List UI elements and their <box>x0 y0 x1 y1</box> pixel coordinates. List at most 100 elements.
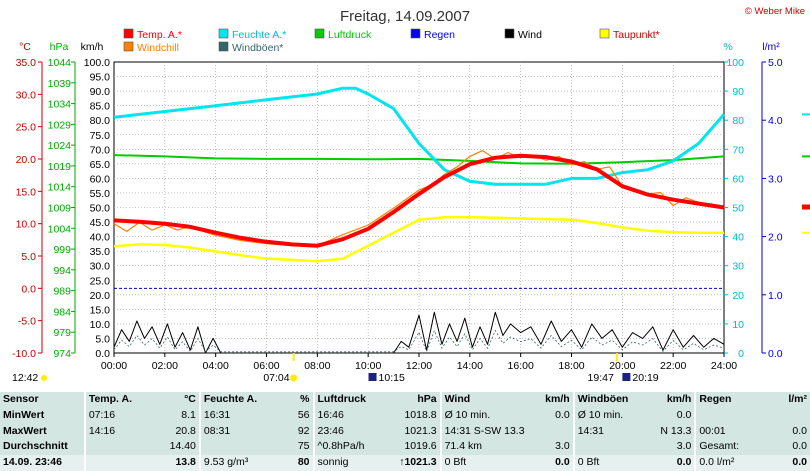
summary-cell: 08:31 <box>198 423 273 440</box>
wind-tick-label: 25.0 <box>90 275 111 287</box>
summary-cell: 0.0 <box>755 455 810 471</box>
legend-swatch-0 <box>123 28 134 39</box>
summary-cell: Temp. A. <box>83 392 151 408</box>
marker-dewpoint <box>802 231 810 234</box>
wind-tick-label: 0.0 <box>95 348 110 360</box>
summary-cell <box>83 439 151 456</box>
wind-tick-label: 55.0 <box>90 188 111 200</box>
summary-cell: 1018.8 <box>404 408 437 421</box>
summary-cell <box>694 407 756 424</box>
moonset-label: 10:15 <box>379 372 405 384</box>
rain-tick-label: 4.0 <box>768 115 783 127</box>
summary-cell: 3.0 <box>676 440 692 453</box>
rain-tick-label: 0.0 <box>768 348 783 360</box>
legend-swatch-2 <box>314 28 325 39</box>
wind-tick-label: 35.0 <box>90 246 111 258</box>
temp-tick-label: 10.0 <box>16 219 37 231</box>
marker-pressure <box>802 155 810 158</box>
summary-cell: 0.0 <box>792 424 807 437</box>
pressure-tick-label: 1004 <box>48 223 72 235</box>
summary-cell: 14.40 <box>169 440 196 453</box>
pressure-tick-label: 1024 <box>48 140 72 152</box>
credit-link[interactable]: © Weber Mike <box>745 6 805 17</box>
marker-temp <box>802 204 810 210</box>
summary-cell: 1021.3 <box>404 424 437 437</box>
legend-swatch-6 <box>123 41 134 52</box>
legend-label-0: Temp. A.* <box>137 29 182 41</box>
legend-swatch-5 <box>599 28 610 39</box>
summary-cell: Windböen <box>572 392 652 408</box>
time-tick-label: 20:00 <box>609 360 635 372</box>
humidity-tick-label: 50 <box>732 203 744 215</box>
chart-title: Freitag, 14.09.2007 <box>340 8 470 25</box>
summary-cell: Wind <box>439 392 535 408</box>
humidity-tick-label: 100 <box>726 57 744 69</box>
summary-cell: 20.8 <box>175 424 196 437</box>
moonrise-label: 20:19 <box>632 372 658 384</box>
time-tick-label: 14:00 <box>457 360 483 372</box>
summary-row: 14.09. 23:46 13.8 9.53 g/m³ 80 sonnig ↑1021.3… <box>0 455 810 471</box>
temp-tick-label: 30.0 <box>16 89 37 101</box>
summary-cell: Regen <box>694 392 756 408</box>
summary-cell: Feuchte A. <box>198 392 273 408</box>
summary-cell: N 13.3 <box>660 424 692 437</box>
summary-cell: 0 Bft <box>439 455 535 471</box>
rain-tick-label: 2.0 <box>768 232 783 244</box>
summary-row: Sensor Temp. A. °C Feuchte A.% Luftdruck hPa W… <box>0 392 810 408</box>
pressure-tick-label: 1009 <box>48 203 72 215</box>
unit-pressure: hPa <box>50 41 69 53</box>
summary-cell: 0.0 <box>555 408 570 421</box>
time-tick-label: 04:00 <box>203 360 229 372</box>
rain-tick-label: 5.0 <box>768 57 783 69</box>
time-tick-label: 22:00 <box>660 360 686 372</box>
humidity-tick-label: 80 <box>732 115 744 127</box>
pressure-tick-label: 994 <box>53 265 71 277</box>
legend-label-1: Feuchte A.* <box>232 29 286 41</box>
rain-tick-label: 3.0 <box>768 173 783 185</box>
summary-cell: Ø 10 min. <box>439 407 535 424</box>
unit-humidity: % <box>723 41 732 53</box>
weather-chart: Freitag, 14.09.2007 © Weber Mike Temp. A… <box>12 6 810 384</box>
rain-tick-label: 1.0 <box>768 290 783 302</box>
wind-tick-label: 60.0 <box>90 173 111 185</box>
pressure-tick-label: 984 <box>53 306 71 318</box>
summary-cell: 14:31 S-SW 13.3 <box>439 423 535 440</box>
temp-tick-label: 0.0 <box>21 283 36 295</box>
moon-time-label: 12:42 <box>12 372 38 384</box>
summary-cell <box>83 455 151 471</box>
humidity-tick-label: 10 <box>732 319 744 331</box>
wind-tick-label: 30.0 <box>90 261 111 273</box>
legend-label-3: Regen <box>424 29 455 41</box>
sunset-label: 19:47 <box>588 372 614 384</box>
summary-row: MaxWert 14:16 20.8 08:31 92 23:46 1021.3 14:31 … <box>0 423 810 440</box>
wind-tick-label: 50.0 <box>90 203 111 215</box>
moonrise-icon <box>622 373 631 381</box>
legend-swatch-4 <box>504 28 515 39</box>
time-axis: 00:00 02:00 04:00 06:00 08:00 10:00 12:00 14:00… <box>101 353 737 372</box>
summary-cell: Ø 10 min. <box>572 407 652 424</box>
summary-cell: 0.0 <box>676 408 692 421</box>
summary-cell: 16:46 <box>312 407 387 424</box>
pressure-tick-label: 1039 <box>48 78 72 90</box>
wind-tick-label: 70.0 <box>90 144 111 156</box>
summary-cell <box>534 424 573 440</box>
summary-cell: 80 <box>272 455 314 471</box>
summary-cell: Gesamt: <box>694 439 756 456</box>
sunrise-label: 07:04 <box>263 372 289 384</box>
series-feuchte-a- <box>113 86 726 186</box>
summary-panel: Sensor Temp. A. °C Feuchte A.% Luftdruck hPa W… <box>0 392 810 471</box>
legend-label-2: Luftdruck <box>328 29 372 41</box>
pressure-tick-label: 974 <box>53 348 71 360</box>
summary-cell: 71.4 km <box>439 439 535 456</box>
legend: Temp. A.* Feuchte A.* Luftdruck Regen Wind Ta… <box>123 28 660 54</box>
summary-cell: 07:16 <box>83 407 151 424</box>
wind-tick-label: 45.0 <box>90 217 111 229</box>
summary-cell <box>756 408 810 424</box>
summary-cell: sonnig <box>312 455 387 471</box>
summary-cell: 0.0 l/m² <box>694 455 756 471</box>
pressure-tick-label: 1029 <box>48 119 72 131</box>
wind-tick-label: 20.0 <box>90 290 111 302</box>
wind-tick-label: 95.0 <box>90 72 111 84</box>
summary-row-label: 14.09. 23:46 <box>0 455 85 471</box>
summary-cell: 16:31 <box>198 407 273 424</box>
